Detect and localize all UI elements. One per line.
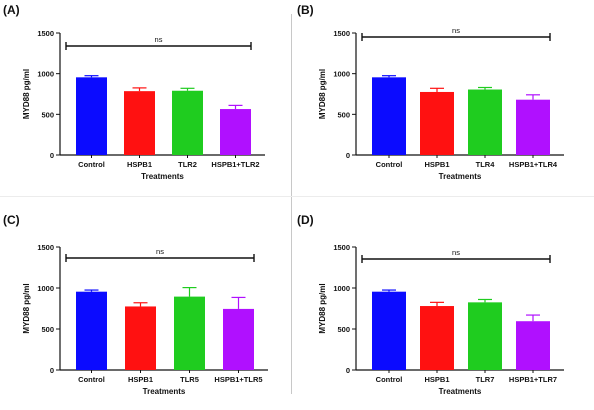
x-tick-label: Control — [376, 375, 403, 384]
y-tick-label: 500 — [337, 110, 350, 119]
bar — [220, 109, 251, 155]
y-axis-title: MYD88 pg/ml — [318, 283, 327, 333]
significance-label: ns — [155, 35, 163, 44]
panel-d: (D) 0 500 1000 1500 MYD88 pg/ml Control HSPB1 T… — [296, 210, 594, 405]
significance-label: ns — [156, 247, 164, 256]
x-tick-label: HSPB1+TLR5 — [214, 375, 262, 384]
vertical-divider — [291, 14, 292, 394]
bar-chart: 0 500 1000 1500 MYD88 pg/ml Control HSPB1 TLR7 H… — [318, 243, 564, 396]
x-axis-title: Treatments — [143, 387, 186, 396]
bar — [420, 306, 454, 370]
y-tick-label: 1500 — [333, 243, 350, 252]
bar — [516, 321, 550, 370]
bar — [76, 77, 107, 155]
y-tick-label: 1000 — [37, 70, 54, 79]
y-tick-label: 0 — [346, 151, 350, 160]
bar — [125, 306, 156, 370]
significance-label: ns — [452, 26, 460, 35]
x-tick-label: Control — [78, 375, 105, 384]
y-axis-title: MYD88 pg/ml — [22, 69, 31, 119]
bar — [76, 291, 107, 370]
bar — [172, 90, 203, 155]
panel-b: (B) 0 500 1000 1500 MYD88 pg/ml Control HSPB1 T… — [296, 0, 594, 198]
x-axis-title: Treatments — [141, 172, 184, 181]
y-axis-title: MYD88 pg/ml — [22, 283, 31, 333]
y-tick-label: 1500 — [37, 243, 54, 252]
panel-c: (C) 0 500 1000 1500 MYD88 pg/ml Control HSPB1 T… — [0, 210, 292, 405]
bar-chart: 0 500 1000 1500 MYD88 pg/ml Control HSPB1 TLR4 H… — [318, 26, 564, 181]
panel-a: (A) 0 500 1000 1500 MYD88 pg/ml Control HSPB1 T… — [0, 0, 292, 198]
x-tick-label: HSPB1+TLR4 — [509, 160, 558, 169]
x-axis-title: Treatments — [439, 387, 482, 396]
bar-chart: 0 500 1000 1500 MYD88 pg/ml Control HSPB1 TLR2 H… — [22, 29, 265, 181]
y-tick-label: 1500 — [37, 29, 54, 38]
y-tick-label: 1000 — [333, 70, 350, 79]
bar — [372, 291, 406, 370]
y-tick-label: 1000 — [37, 284, 54, 293]
x-tick-label: Control — [376, 160, 403, 169]
x-tick-label: HSPB1 — [127, 160, 152, 169]
x-tick-label: Control — [78, 160, 105, 169]
y-tick-label: 0 — [50, 151, 54, 160]
y-tick-label: 500 — [337, 325, 350, 334]
significance-label: ns — [452, 248, 460, 257]
bar — [516, 99, 550, 155]
horizontal-divider — [0, 196, 594, 197]
panel-label: (C) — [3, 213, 20, 227]
x-tick-label: TLR2 — [178, 160, 197, 169]
panel-label: (D) — [297, 213, 314, 227]
x-tick-label: HSPB1 — [424, 160, 449, 169]
bar — [420, 91, 454, 155]
y-axis-title: MYD88 pg/ml — [318, 69, 327, 119]
x-tick-label: HSPB1+TLR7 — [509, 375, 557, 384]
panel-label: (A) — [3, 3, 20, 17]
bar-chart: 0 500 1000 1500 MYD88 pg/ml Control HSPB1 TLR5 H… — [22, 243, 268, 396]
panel-label: (B) — [297, 3, 314, 17]
y-tick-label: 0 — [50, 366, 54, 375]
x-tick-label: TLR4 — [476, 160, 496, 169]
x-tick-label: HSPB1 — [424, 375, 449, 384]
bar — [468, 89, 502, 155]
x-tick-label: HSPB1 — [128, 375, 153, 384]
bar — [223, 308, 254, 370]
bar — [124, 91, 155, 155]
y-tick-label: 1500 — [333, 29, 350, 38]
y-tick-label: 0 — [346, 366, 350, 375]
y-tick-label: 1000 — [333, 284, 350, 293]
x-tick-label: HSPB1+TLR2 — [211, 160, 259, 169]
x-tick-label: TLR5 — [180, 375, 199, 384]
y-tick-label: 500 — [41, 110, 54, 119]
bar — [468, 302, 502, 370]
bar — [372, 77, 406, 155]
bar — [174, 296, 205, 370]
x-axis-title: Treatments — [439, 172, 482, 181]
x-tick-label: TLR7 — [476, 375, 495, 384]
y-tick-label: 500 — [41, 325, 54, 334]
